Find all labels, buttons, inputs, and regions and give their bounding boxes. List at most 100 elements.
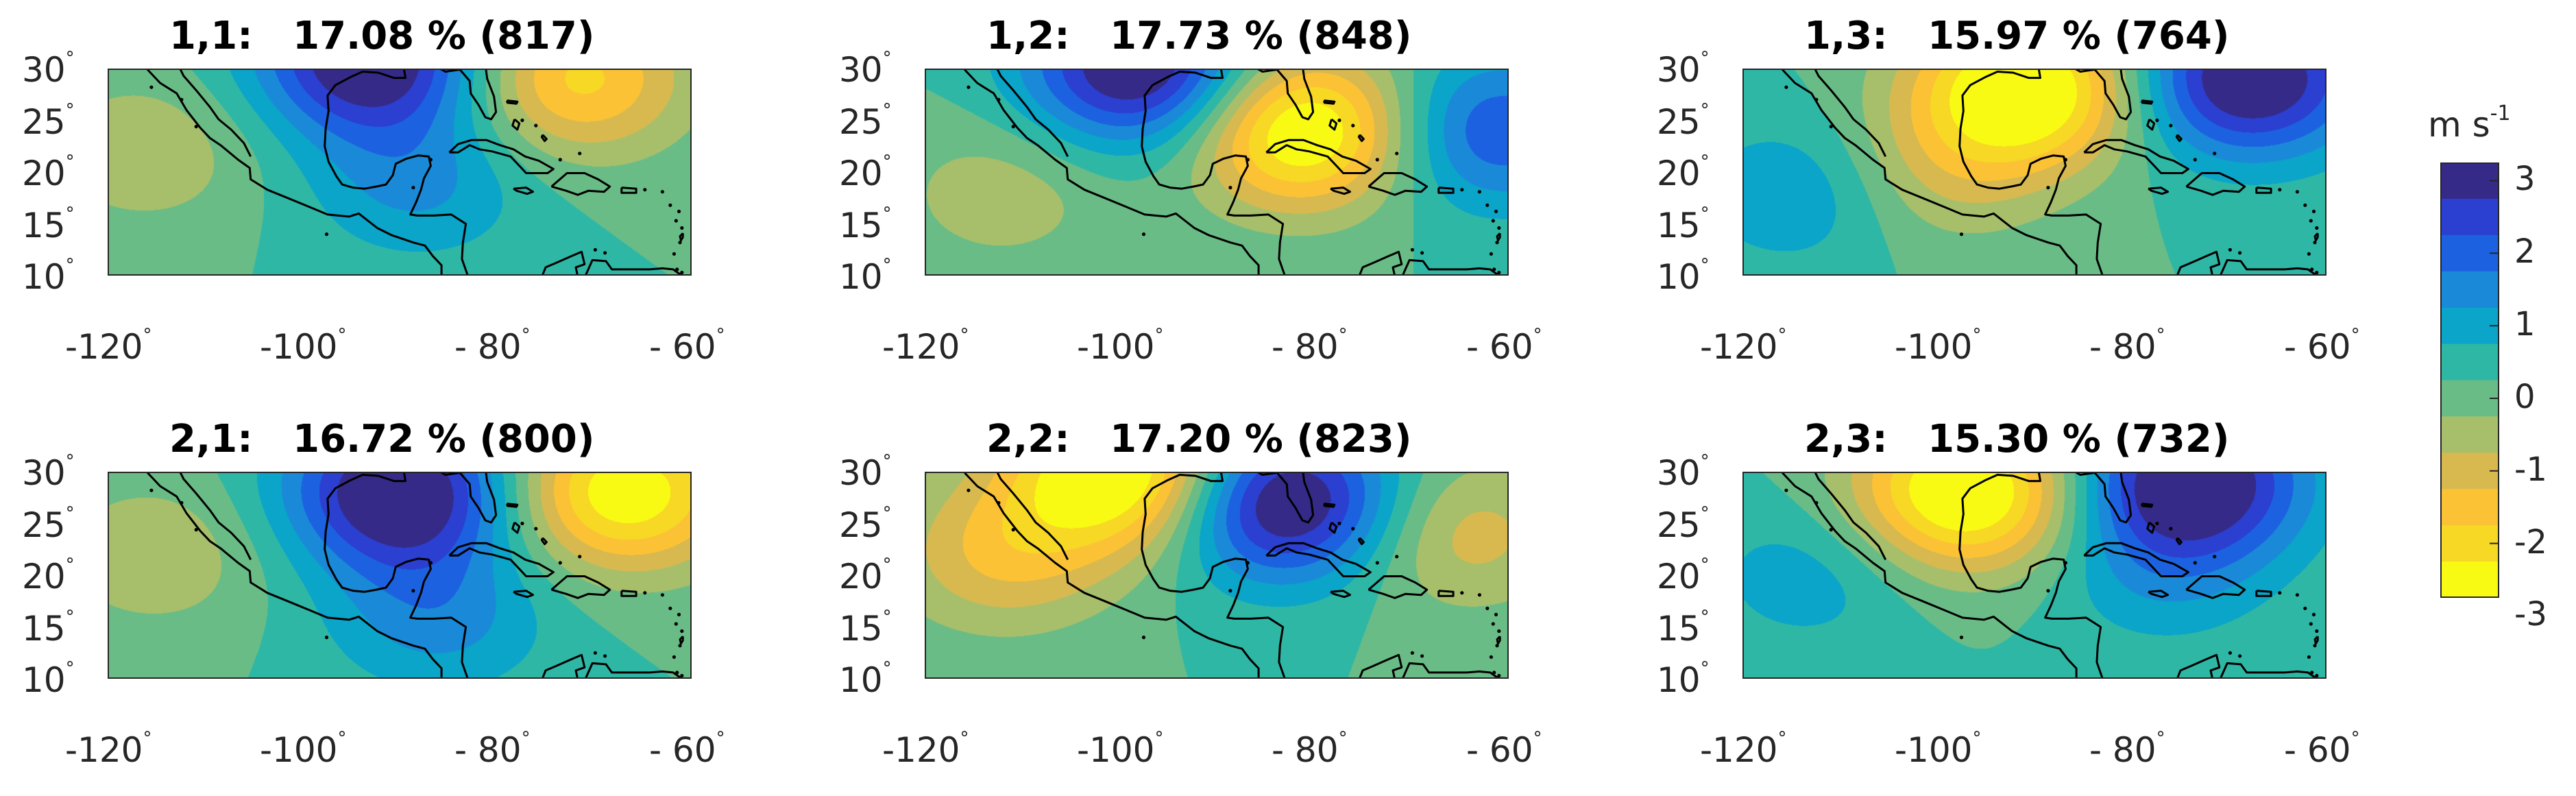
island — [2228, 651, 2232, 655]
map-panel — [108, 69, 692, 276]
lat-tick-label: 20° — [1657, 152, 1710, 193]
filled-contours — [925, 69, 1509, 276]
lat-tick-label: 30° — [22, 48, 75, 90]
coastline — [1141, 69, 1500, 276]
island — [680, 673, 684, 678]
coastline — [550, 575, 611, 599]
island — [1460, 591, 1464, 595]
island — [677, 612, 681, 616]
island — [1420, 654, 1424, 658]
coastline — [2175, 134, 2183, 143]
coastline — [1496, 636, 1501, 645]
colorbar-tick-label: 1 — [2514, 305, 2536, 344]
lon-tick-label: - 60° — [1466, 325, 1542, 367]
coastline — [2313, 636, 2319, 645]
island — [1814, 500, 1819, 505]
coastline — [511, 118, 521, 131]
panel-label: 1,1: — [169, 14, 253, 58]
lat-tick-label: 30° — [1657, 48, 1710, 90]
island — [643, 188, 647, 192]
coastline — [1368, 575, 1429, 599]
coastline — [2175, 537, 2183, 546]
coastline — [2255, 186, 2272, 194]
coastline — [1141, 472, 1500, 679]
island — [558, 561, 562, 565]
lon-tick-label: -120° — [65, 728, 152, 770]
island — [2278, 591, 2282, 595]
panel-label: 1,2: — [986, 14, 1070, 58]
lat-tick-label: 20° — [22, 152, 75, 193]
island — [1337, 521, 1341, 526]
island — [1495, 644, 1499, 648]
colorbar-swatch — [2440, 198, 2499, 236]
panel-percent: 17.08 % — [252, 14, 480, 58]
coastline — [2148, 186, 2169, 195]
coastline — [505, 503, 519, 508]
island — [2213, 152, 2217, 156]
island — [678, 241, 682, 245]
lat-tick-label: 25° — [1657, 99, 1710, 142]
coastline — [679, 232, 684, 242]
island — [2307, 252, 2311, 256]
island — [1351, 527, 1355, 531]
island — [593, 248, 598, 252]
lon-tick-label: -120° — [65, 325, 152, 367]
panel-title: 2,2: 17.20 % (823) — [986, 417, 1411, 461]
filled-contours — [1742, 69, 2326, 276]
coastline — [1330, 186, 1351, 195]
island — [675, 671, 679, 675]
lon-tick-label: -120° — [882, 728, 969, 770]
island — [324, 232, 329, 237]
lat-tick-label: 20° — [1657, 555, 1710, 596]
island — [1492, 671, 1496, 675]
island — [668, 606, 672, 610]
lat-tick-label: 20° — [839, 555, 892, 596]
colorbar-swatch — [2440, 307, 2499, 345]
panel-label: 2,1: — [169, 417, 253, 461]
coastline — [540, 537, 548, 546]
coastline — [178, 69, 252, 157]
island — [2295, 593, 2299, 597]
coastline — [1328, 521, 1338, 534]
island — [680, 226, 684, 230]
coastline — [620, 186, 637, 194]
island — [603, 251, 607, 255]
island — [520, 118, 524, 123]
lat-tick-label: 30° — [839, 48, 892, 90]
island — [668, 203, 672, 207]
island — [2213, 555, 2217, 559]
panel-title: 1,3: 15.97 % (764) — [1804, 14, 2229, 58]
panel-title: 1,2: 17.73 % (848) — [986, 14, 1411, 58]
island — [2155, 521, 2159, 526]
coastline — [448, 138, 555, 174]
colorbar-swatch — [2440, 416, 2499, 453]
island — [324, 636, 329, 640]
island — [2315, 629, 2319, 634]
coastline — [1437, 590, 1455, 597]
lat-tick-label: 10° — [839, 658, 892, 700]
island — [194, 125, 198, 129]
panel-count: (848) — [1296, 14, 1412, 58]
lat-tick-label: 30° — [839, 451, 892, 493]
colorbar-tick-label: 2 — [2514, 232, 2536, 272]
lon-tick-label: -120° — [1700, 325, 1787, 367]
island — [1784, 488, 1788, 492]
panel-percent: 15.97 % — [1887, 14, 2115, 58]
island — [1011, 125, 1015, 129]
panel-count: (764) — [2114, 14, 2230, 58]
lat-tick-label: 15° — [839, 203, 892, 245]
filled-contours — [925, 472, 1509, 679]
coastline — [1368, 172, 1429, 196]
lat-tick-label: 25° — [22, 503, 75, 545]
island — [2315, 270, 2319, 275]
island — [1829, 125, 1833, 129]
island — [2311, 209, 2316, 213]
panel-count: (817) — [479, 14, 595, 58]
island — [2193, 158, 2197, 162]
island — [2193, 561, 2197, 565]
lat-tick-label: 25° — [839, 503, 892, 545]
panel-count: (732) — [2114, 417, 2230, 461]
lat-tick-label: 15° — [22, 606, 75, 649]
island — [1460, 188, 1464, 192]
map-frame — [925, 472, 1509, 679]
